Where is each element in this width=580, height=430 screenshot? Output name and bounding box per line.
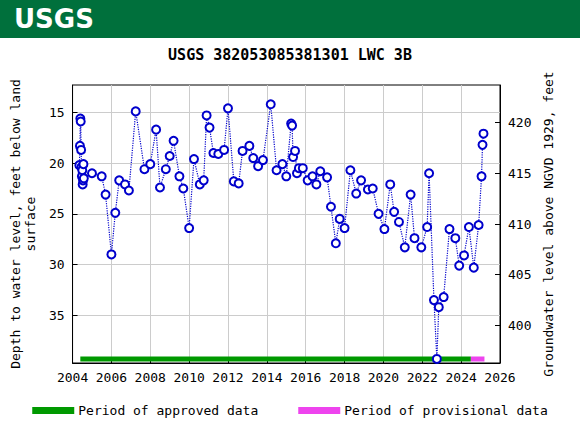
svg-text:2020: 2020 (368, 370, 399, 385)
svg-text:Period of provisional data: Period of provisional data (344, 403, 548, 418)
svg-text:30: 30 (49, 257, 65, 272)
svg-text:20: 20 (49, 156, 65, 171)
svg-text:2004: 2004 (57, 370, 88, 385)
svg-text:2006: 2006 (96, 370, 127, 385)
svg-text:410: 410 (508, 217, 531, 232)
svg-text:415: 415 (508, 166, 531, 181)
svg-text:35: 35 (49, 308, 65, 323)
svg-text:405: 405 (508, 267, 531, 282)
svg-text:2014: 2014 (251, 370, 282, 385)
svg-text:surface: surface (23, 196, 38, 251)
svg-text:2026: 2026 (484, 370, 515, 385)
svg-text:2024: 2024 (445, 370, 476, 385)
svg-text:USGS: USGS (14, 4, 94, 34)
svg-text:Groundwater level above NGVD 1: Groundwater level above NGVD 1929, feet (541, 71, 556, 376)
svg-text:2010: 2010 (173, 370, 204, 385)
svg-text:15: 15 (49, 105, 65, 120)
svg-text:420: 420 (508, 115, 531, 130)
svg-text:2008: 2008 (135, 370, 166, 385)
svg-text:USGS 382053085381301 LWC 3B: USGS 382053085381301 LWC 3B (168, 46, 412, 64)
svg-text:2018: 2018 (329, 370, 360, 385)
svg-text:Depth to water level, feet bel: Depth to water level, feet below land (8, 79, 23, 369)
svg-text:2022: 2022 (407, 370, 438, 385)
svg-text:400: 400 (508, 318, 531, 333)
svg-text:25: 25 (49, 206, 65, 221)
svg-text:Period of approved data: Period of approved data (78, 403, 258, 418)
svg-text:2016: 2016 (290, 370, 321, 385)
svg-text:2012: 2012 (212, 370, 243, 385)
